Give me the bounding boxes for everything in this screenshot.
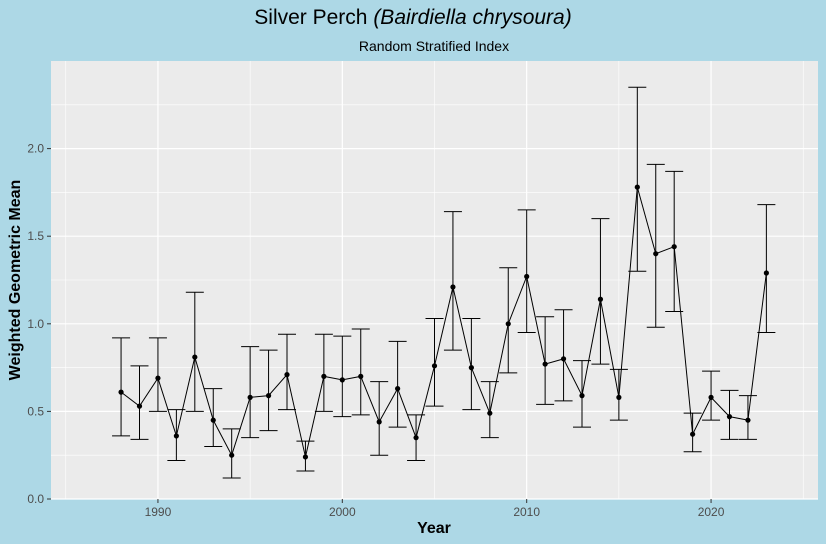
minor-gridlines <box>51 61 818 499</box>
y-axis-ticks: 0.0 0.5 1.0 1.5 2.0 <box>27 142 51 506</box>
data-point <box>118 389 124 395</box>
error-bar <box>314 333 333 412</box>
data-point <box>524 273 530 280</box>
data-point <box>210 417 216 423</box>
error-bar <box>499 267 518 374</box>
error-bar <box>591 218 610 365</box>
chart-subtitle: Random Stratified Index <box>359 38 509 54</box>
error-bar <box>259 349 278 432</box>
data-point <box>395 386 401 392</box>
data-point <box>339 377 345 383</box>
data-point <box>653 251 659 257</box>
data-point <box>671 244 677 250</box>
data-point <box>155 375 161 381</box>
x-axis-title: Year <box>417 520 451 537</box>
data-point <box>763 270 769 276</box>
data-point <box>413 435 419 441</box>
data-point <box>708 394 714 400</box>
error-bar <box>388 340 407 428</box>
data-point <box>726 414 733 420</box>
y-tick-label: 0.0 <box>27 492 44 506</box>
error-bar <box>204 388 223 447</box>
data-point <box>173 433 179 439</box>
data-point <box>358 373 364 379</box>
chart-title: Silver Perch (Bairdiella chrysoura) <box>254 6 571 29</box>
data-point <box>431 363 438 369</box>
error-bar <box>185 291 204 412</box>
data-point <box>542 361 548 367</box>
y-tick-label: 0.5 <box>27 404 44 418</box>
data-point <box>597 296 604 302</box>
error-bar <box>130 365 149 440</box>
error-bar <box>333 335 352 418</box>
data-point <box>376 419 382 425</box>
data-points <box>118 184 769 460</box>
x-tick-label: 2000 <box>329 505 356 519</box>
error-bar <box>351 328 370 416</box>
y-tick-label: 1.5 <box>27 229 44 243</box>
y-tick-label: 1.0 <box>27 317 44 331</box>
data-point <box>450 284 456 290</box>
data-point <box>247 394 253 400</box>
error-bar <box>148 337 167 412</box>
x-axis-ticks: 1990 2000 2010 2020 <box>145 499 725 519</box>
data-point <box>579 393 585 399</box>
x-tick-label: 1990 <box>145 505 172 519</box>
error-bar <box>517 209 536 334</box>
data-point <box>302 454 309 460</box>
data-point <box>690 431 696 437</box>
y-axis-title: Weighted Geometric Mean <box>7 180 24 381</box>
data-point <box>634 184 640 190</box>
data-point <box>560 356 567 362</box>
error-bar <box>462 318 481 411</box>
error-bar <box>278 333 296 411</box>
data-point <box>284 372 290 378</box>
error-bar <box>112 337 131 437</box>
data-point <box>468 365 474 371</box>
error-bar <box>628 86 647 272</box>
error-bar <box>757 204 776 334</box>
data-point <box>192 354 198 360</box>
x-tick-label: 2020 <box>698 505 725 519</box>
error-bar <box>554 309 573 402</box>
chart-title-species: (Bairdiella chrysoura) <box>373 6 571 29</box>
error-bar <box>241 346 260 439</box>
data-point <box>616 394 622 400</box>
x-tick-label: 2010 <box>513 505 540 519</box>
chart-title-main: Silver Perch <box>254 6 373 29</box>
error-bar <box>536 316 555 405</box>
error-bar <box>425 318 444 407</box>
error-bar <box>443 211 462 351</box>
data-point <box>321 373 327 379</box>
major-gridlines <box>51 61 818 500</box>
y-tick-label: 2.0 <box>27 142 44 156</box>
data-point <box>505 321 511 327</box>
data-point <box>487 410 493 416</box>
error-bars <box>112 86 776 479</box>
error-bar <box>646 163 665 328</box>
data-point <box>136 403 143 409</box>
data-point <box>745 417 751 423</box>
data-point <box>265 393 272 399</box>
error-bar <box>370 381 389 456</box>
series-line <box>120 187 767 458</box>
data-point <box>229 452 235 458</box>
